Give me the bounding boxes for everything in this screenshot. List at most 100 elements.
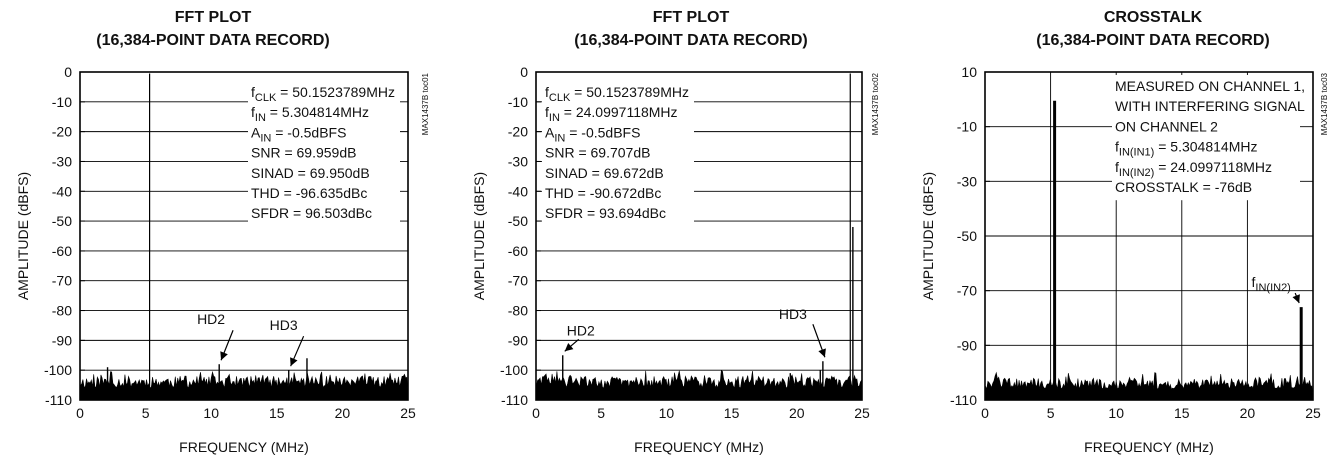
x-axis-label: FREQUENCY (MHz) <box>179 439 309 455</box>
x-tick-label: 10 <box>1108 405 1124 421</box>
marker-label: HD3 <box>270 317 298 333</box>
x-tick-label: 5 <box>142 405 150 421</box>
marker-label-main: HD2 <box>197 311 225 327</box>
marker-label-main: f <box>1252 274 1256 290</box>
figure-code-label: MAX1437B toc01 <box>421 72 430 135</box>
annotation-line-main: SINAD = 69.672dB <box>545 165 664 181</box>
annotation-line-rest: = 24.0997118MHz <box>1154 159 1272 175</box>
x-tick-label: 0 <box>981 405 989 421</box>
annotation-line: fIN = 24.0997118MHz <box>545 104 678 124</box>
y-tick-label: -90 <box>508 332 528 348</box>
x-tick-label: 10 <box>659 405 675 421</box>
marker-label-main: HD3 <box>779 306 807 322</box>
y-tick-label: -10 <box>508 94 528 110</box>
plot-frame <box>535 71 863 401</box>
x-tick-label: 25 <box>1305 405 1321 421</box>
y-tick-label: -50 <box>508 213 528 229</box>
x-tick-label: 25 <box>854 405 870 421</box>
x-axis-label: FREQUENCY (MHz) <box>1084 439 1214 455</box>
x-tick-label: 15 <box>1174 405 1190 421</box>
noise-floor <box>79 370 409 401</box>
chart-panel-1: FFT PLOT (16,384-POINT DATA RECORD) fCLK =… <box>15 9 430 455</box>
y-tick-label: -40 <box>508 183 528 199</box>
y-tick-label: -40 <box>52 183 72 199</box>
annotation-line-rest: = 5.304814MHz <box>266 104 369 120</box>
annotation-line: SNR = 69.959dB <box>251 145 356 161</box>
annotation-line-main: f <box>251 104 255 120</box>
annotation-line: ON CHANNEL 2 <box>1115 118 1218 134</box>
chart-subtitle: (16,384-POINT DATA RECORD) <box>96 32 330 49</box>
annotation-line-main: f <box>1115 139 1119 155</box>
annotation-line-sub: IN <box>260 132 271 144</box>
y-tick-label: -10 <box>52 94 72 110</box>
marker-label: HD2 <box>567 322 595 338</box>
annotation-line-sub: CLK <box>255 92 277 104</box>
annotation-line: SINAD = 69.672dB <box>545 165 664 181</box>
chart-subtitle: (16,384-POINT DATA RECORD) <box>574 32 808 49</box>
x-tick-label: 25 <box>400 405 416 421</box>
x-tick-label: 15 <box>269 405 285 421</box>
y-tick-label: -100 <box>44 362 72 378</box>
x-tick-label: 20 <box>335 405 351 421</box>
y-tick-label: -60 <box>508 243 528 259</box>
annotation-line: AIN = -0.5dBFS <box>545 124 640 144</box>
marker-arrow-head <box>818 348 826 358</box>
marker-label-sub: IN(IN2) <box>1255 282 1290 294</box>
figure-code-label: MAX1437B toc02 <box>871 72 880 135</box>
marker-arrow-head <box>1292 294 1300 304</box>
x-tick-label: 0 <box>532 405 540 421</box>
annotation-line-main: SFDR = 93.694dBc <box>545 205 666 221</box>
y-tick-label: -60 <box>52 243 72 259</box>
marker-label-main: HD3 <box>270 317 298 333</box>
chart-panel-3: CROSSTALK (16,384-POINT DATA RECORD) MEASU… <box>920 9 1329 455</box>
x-tick-label: 5 <box>597 405 605 421</box>
annotation-line-main: SINAD = 69.950dB <box>251 165 370 181</box>
annotation-line-main: MEASURED ON CHANNEL 1, <box>1115 78 1305 94</box>
annotation-background <box>542 81 694 227</box>
annotation-background <box>1112 75 1300 201</box>
x-tick-label: 10 <box>203 405 219 421</box>
y-tick-label: -30 <box>52 153 72 169</box>
annotation-line: fIN = 5.304814MHz <box>251 104 369 124</box>
annotation-line: fCLK = 50.1523789MHz <box>545 84 689 104</box>
y-tick-label: -30 <box>957 173 977 189</box>
y-tick-label: -110 <box>501 392 528 408</box>
y-tick-label: -110 <box>950 392 977 408</box>
annotation-line-main: THD = -90.672dBc <box>545 185 661 201</box>
x-tick-label: 20 <box>789 405 805 421</box>
annotation-line: fCLK = 50.1523789MHz <box>251 84 395 104</box>
annotation-line: THD = -96.635dBc <box>251 185 367 201</box>
y-tick-label: 10 <box>961 64 977 80</box>
y-axis-label: AMPLITUDE (dBFS) <box>15 172 31 300</box>
y-tick-label: -70 <box>52 273 72 289</box>
y-tick-label: -30 <box>508 153 528 169</box>
annotation-background <box>248 81 400 227</box>
annotation-line-sub: IN(IN2) <box>1119 167 1154 179</box>
annotation-line-rest: = 50.1523789MHz <box>570 84 689 100</box>
marker-label: HD2 <box>197 311 225 327</box>
y-tick-label: -70 <box>957 283 977 299</box>
annotation-line-main: f <box>251 84 255 100</box>
annotation-line-rest: = 50.1523789MHz <box>276 84 395 100</box>
y-tick-label: -10 <box>957 119 977 135</box>
y-tick-label: -110 <box>45 392 72 408</box>
noise-floor <box>535 369 863 401</box>
annotation-line: SFDR = 93.694dBc <box>545 205 666 221</box>
annotation-line-main: f <box>545 84 549 100</box>
chart-title: FFT PLOT <box>175 9 252 26</box>
chart-panel-2: FFT PLOT (16,384-POINT DATA RECORD) fCLK =… <box>471 9 880 455</box>
y-tick-label: -20 <box>52 124 72 140</box>
annotation-line-sub: IN <box>255 112 266 124</box>
annotation-line-rest: = 24.0997118MHz <box>560 104 678 120</box>
annotation-line: SFDR = 96.503dBc <box>251 205 372 221</box>
figure-code-label: MAX1437B toc03 <box>1320 72 1329 135</box>
annotation-line-main: f <box>545 104 549 120</box>
y-tick-label: -80 <box>508 303 528 319</box>
annotation-line-main: A <box>545 124 555 140</box>
annotation-line: MEASURED ON CHANNEL 1, <box>1115 78 1305 94</box>
annotation-line: fIN(IN1) = 5.304814MHz <box>1115 139 1257 159</box>
annotation-line-main: THD = -96.635dBc <box>251 185 367 201</box>
annotation-line-sub: IN <box>549 112 560 124</box>
y-tick-label: -100 <box>500 362 528 378</box>
annotation-line: WITH INTERFERING SIGNAL <box>1115 98 1305 114</box>
